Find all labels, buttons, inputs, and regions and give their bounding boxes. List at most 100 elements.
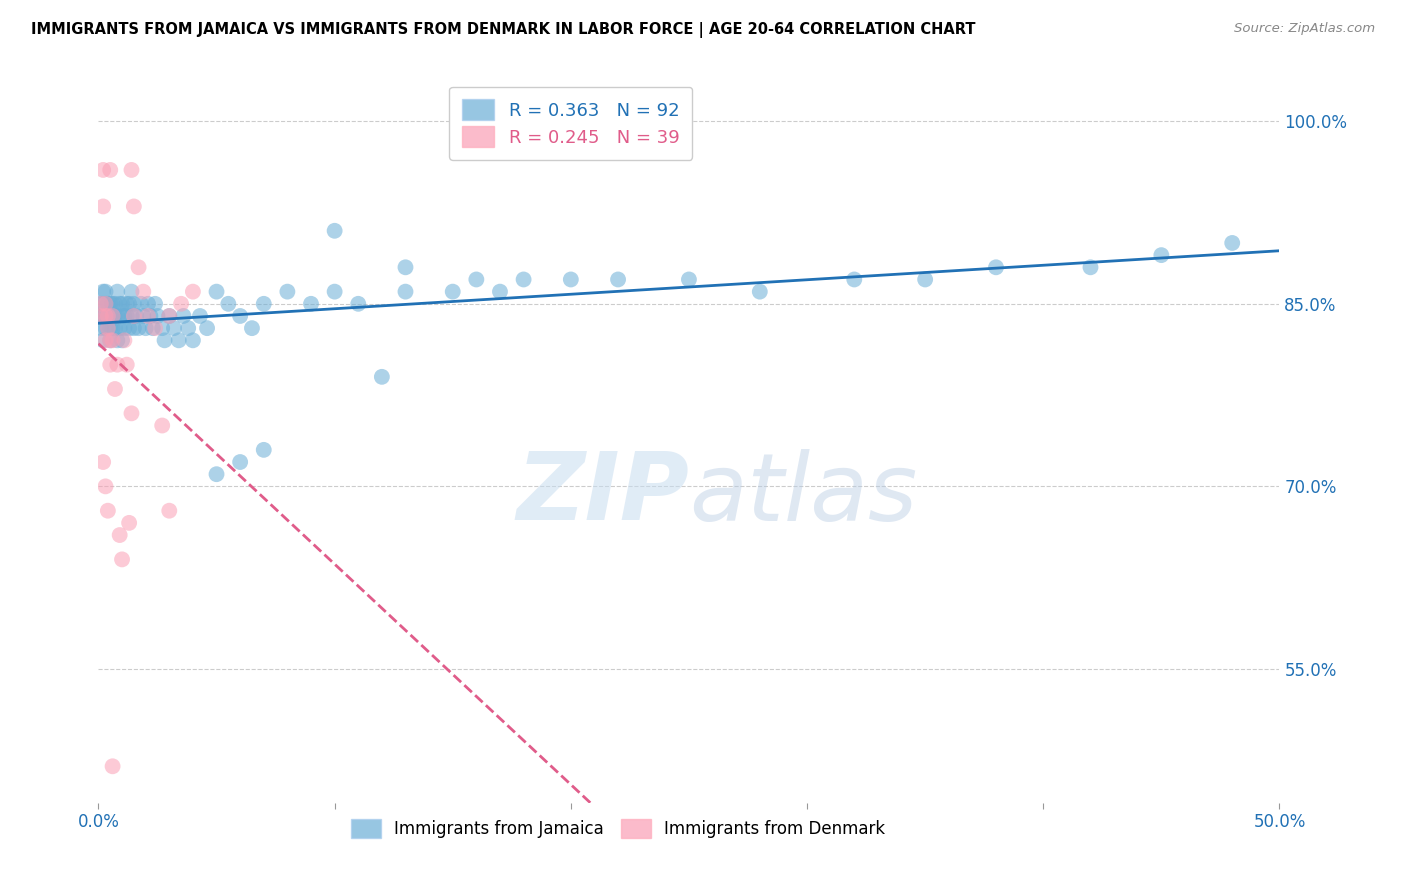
Point [101, 334, 124, 348]
Point [105, 309, 128, 323]
Point [98, 358, 121, 372]
Point [104, 297, 127, 311]
Point [98, 163, 121, 178]
Point [394, 260, 416, 275]
Point [607, 272, 630, 286]
Point [128, 260, 150, 275]
Point [253, 297, 276, 311]
Point [748, 285, 770, 299]
Point [90, 309, 112, 323]
Point [122, 199, 145, 213]
Point [115, 358, 138, 372]
Point [170, 845, 193, 859]
Point [1150, 248, 1173, 262]
Point [111, 297, 134, 311]
Point [465, 272, 488, 286]
Point [142, 321, 165, 335]
Point [105, 358, 128, 372]
Point [97, 321, 120, 335]
Point [217, 297, 239, 311]
Point [122, 321, 145, 335]
Point [98, 297, 121, 311]
Point [105, 285, 128, 299]
Point [157, 309, 180, 323]
Point [98, 309, 121, 323]
Point [108, 528, 131, 542]
Point [560, 272, 582, 286]
Point [115, 309, 138, 323]
Text: IMMIGRANTS FROM JAMAICA VS IMMIGRANTS FROM DENMARK IN LABOR FORCE | AGE 20-64 CO: IMMIGRANTS FROM JAMAICA VS IMMIGRANTS FR… [31, 22, 976, 38]
Point [101, 309, 124, 323]
Point [98, 321, 121, 335]
Point [167, 334, 190, 348]
Point [94, 309, 117, 323]
Point [91, 163, 114, 178]
Point [143, 297, 166, 311]
Point [132, 285, 155, 299]
Point [91, 297, 114, 311]
Point [112, 321, 135, 335]
Point [97, 297, 120, 311]
Point [97, 309, 120, 323]
Point [94, 297, 117, 311]
Point [177, 321, 200, 335]
Point [98, 334, 121, 348]
Point [108, 297, 131, 311]
Point [136, 297, 159, 311]
Point [157, 504, 180, 518]
Point [139, 309, 162, 323]
Point [115, 297, 138, 311]
Point [90, 297, 112, 311]
Point [489, 285, 512, 299]
Point [91, 285, 114, 299]
Point [150, 321, 173, 335]
Point [94, 309, 117, 323]
Point [195, 321, 218, 335]
Point [94, 334, 117, 348]
Point [205, 467, 228, 482]
Point [129, 297, 152, 311]
Point [441, 285, 464, 299]
Point [984, 260, 1007, 275]
Point [111, 334, 134, 348]
Point [172, 309, 194, 323]
Point [118, 516, 141, 530]
Point [90, 297, 112, 311]
Point [108, 321, 131, 335]
Point [101, 321, 124, 335]
Point [101, 309, 124, 323]
Point [104, 321, 127, 335]
Point [143, 321, 166, 335]
Point [394, 285, 416, 299]
Point [94, 297, 117, 311]
Point [170, 297, 193, 311]
Point [128, 321, 150, 335]
Point [94, 479, 117, 493]
Point [97, 321, 120, 335]
Point [240, 321, 263, 335]
Point [118, 321, 141, 335]
Point [101, 297, 124, 311]
Point [112, 309, 135, 323]
Point [181, 334, 204, 348]
Point [97, 504, 120, 518]
Point [105, 334, 128, 348]
Point [90, 309, 112, 323]
Point [229, 309, 252, 323]
Point [112, 334, 135, 348]
Text: Source: ZipAtlas.com: Source: ZipAtlas.com [1234, 22, 1375, 36]
Text: ZIP: ZIP [516, 448, 689, 540]
Point [90, 321, 112, 335]
Point [104, 382, 127, 396]
Point [229, 455, 252, 469]
Point [91, 199, 114, 213]
Point [253, 442, 276, 457]
Point [121, 285, 143, 299]
Point [121, 163, 143, 178]
Point [98, 334, 121, 348]
Point [844, 272, 866, 286]
Point [150, 418, 173, 433]
Point [111, 309, 134, 323]
Point [1080, 260, 1102, 275]
Point [347, 297, 370, 311]
